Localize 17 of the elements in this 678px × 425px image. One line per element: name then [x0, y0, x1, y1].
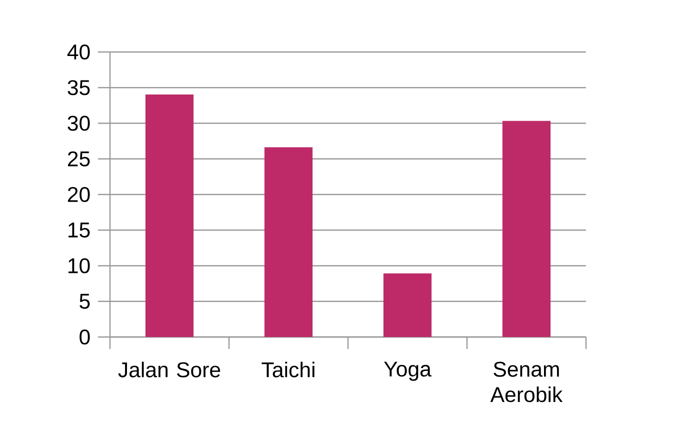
y-tick-label: 0 [80, 329, 90, 345]
y-tick-label: 35 [68, 80, 90, 96]
bar [264, 147, 313, 337]
y-tick-label: 15 [68, 222, 90, 238]
x-tick-label: Jalan Sore [118, 362, 220, 378]
y-tick-label: 25 [68, 151, 90, 166]
bar [383, 273, 432, 337]
y-tick-label: 5 [80, 294, 90, 309]
x-tick-label: Taichi [262, 362, 314, 378]
bar [502, 120, 551, 337]
y-tick-label: 20 [68, 186, 90, 202]
x-tick-label: Senam Aerobik [490, 362, 563, 402]
y-tick-label: 40 [67, 44, 90, 60]
y-tick-label: 30 [68, 116, 90, 131]
bar [145, 94, 194, 337]
x-tick-label: Yoga [384, 362, 432, 381]
y-tick-label: 10 [68, 258, 90, 274]
